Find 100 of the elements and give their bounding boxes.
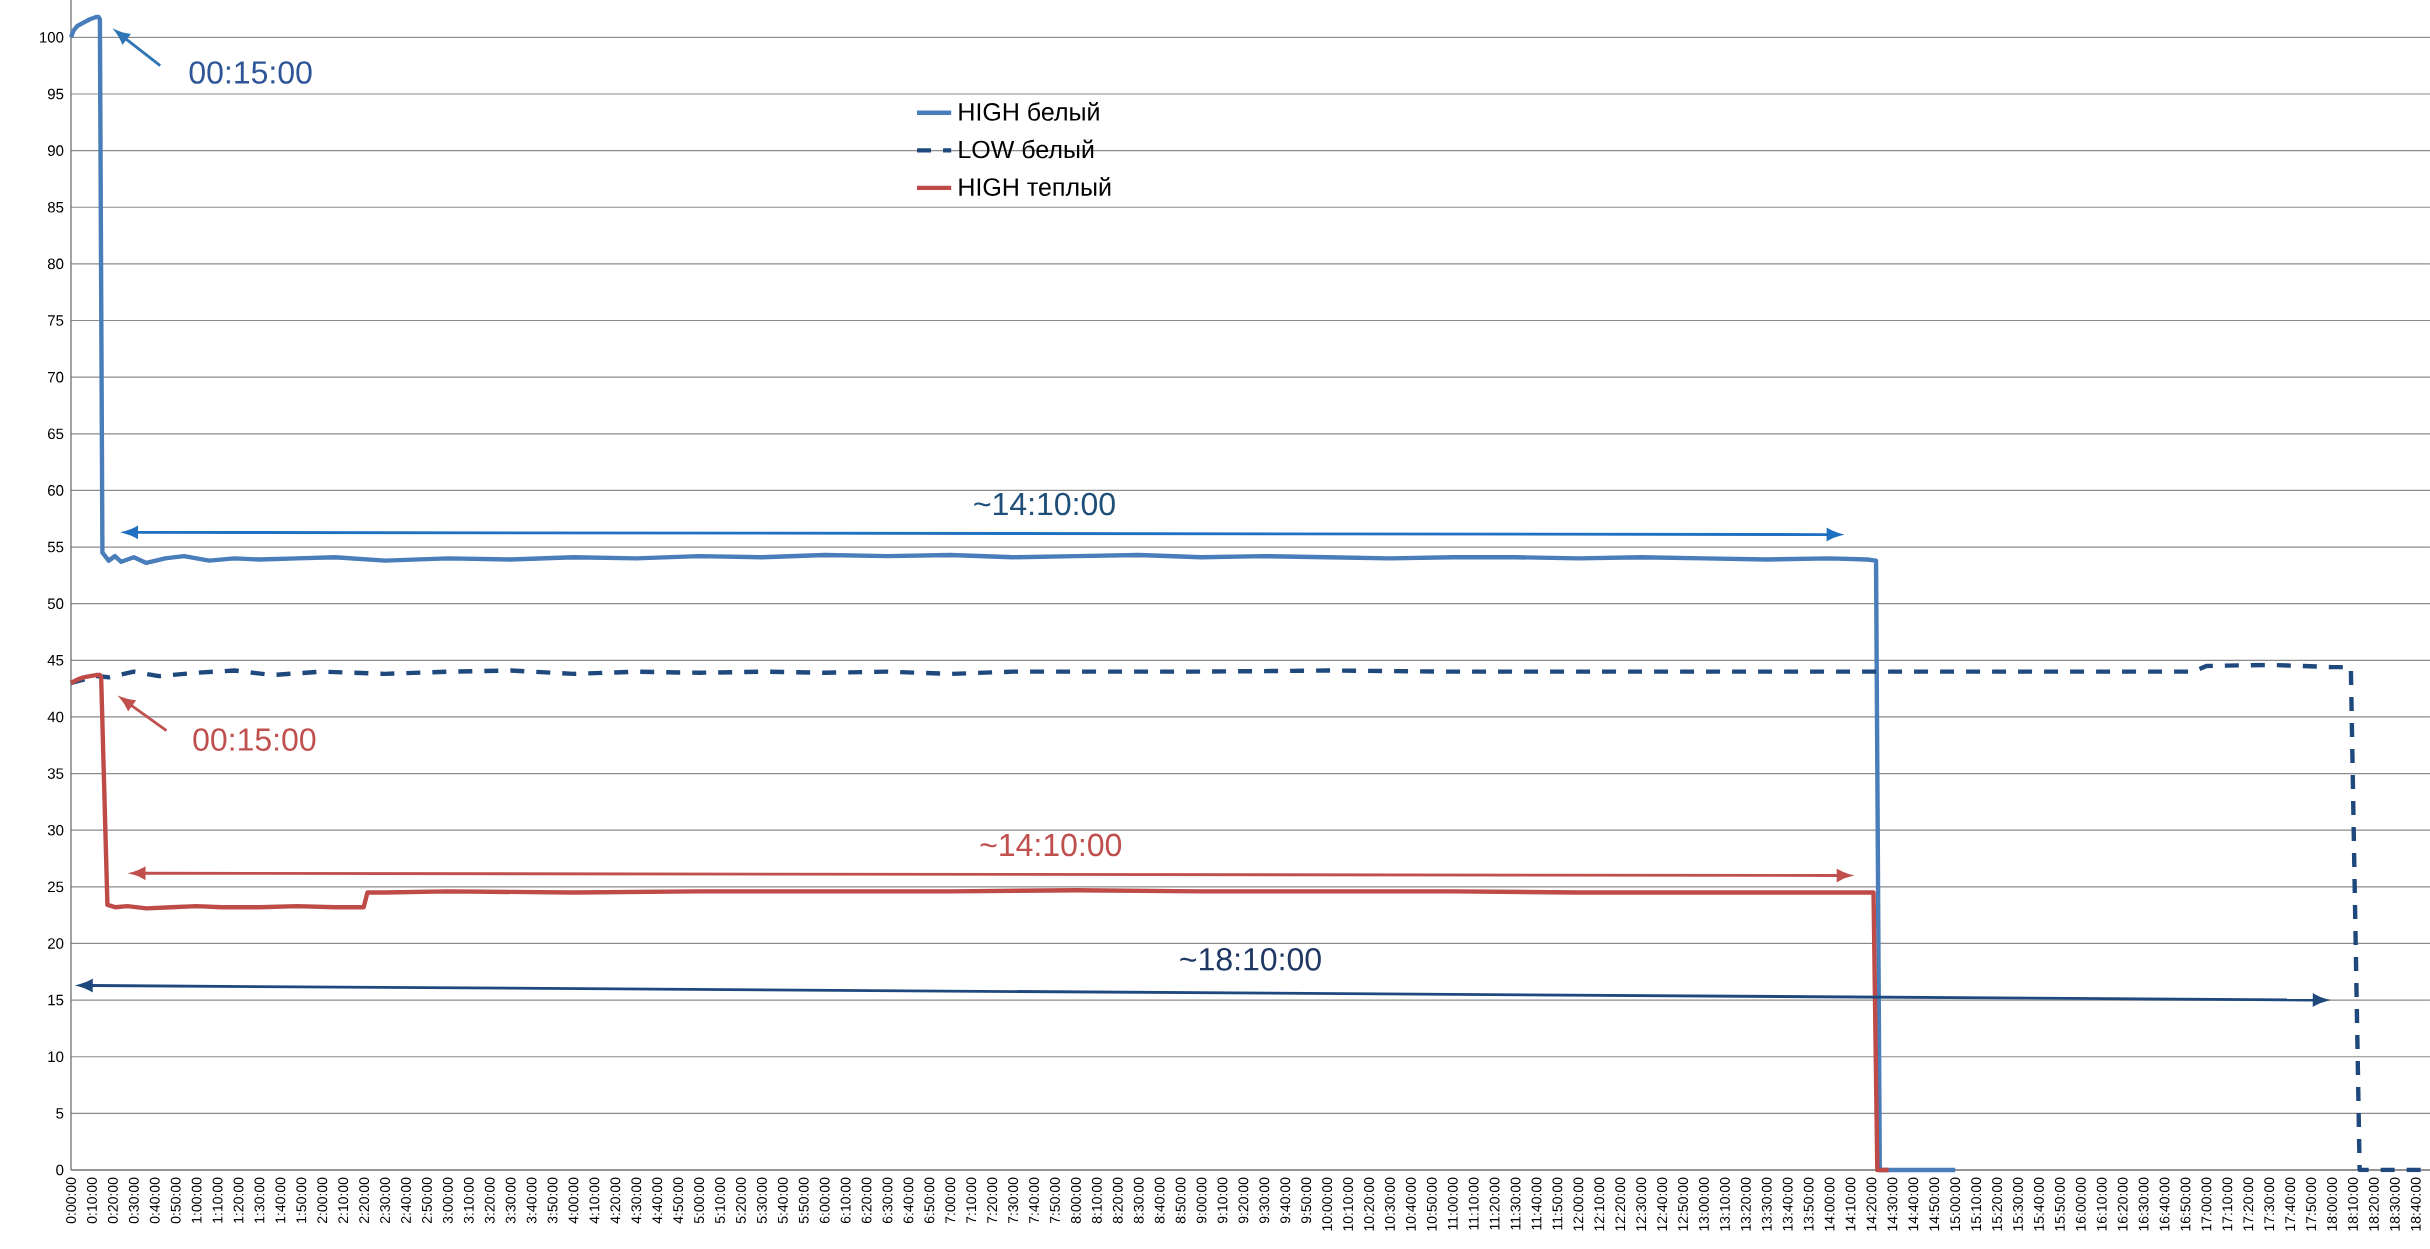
x-tick-label: 15:00:00 [1950,1177,1961,1231]
annotation: 00:15:00 [189,61,312,84]
x-tick-label: 8:30:00 [1133,1177,1144,1224]
x-tick-label: 13:50:00 [1803,1177,1814,1231]
x-tick-label: 17:00:00 [2201,1177,2212,1231]
y-tick-label: 95 [47,88,64,100]
y-tick-label: 45 [47,655,64,666]
x-tick-label: 0:30:00 [128,1177,139,1224]
x-tick-label: 5:10:00 [715,1177,725,1224]
x-tick-label: 9:40:00 [1280,1177,1291,1224]
x-tick-label: 12:20:00 [1615,1177,1626,1231]
x-tick-label: 9:10:00 [1217,1177,1228,1224]
line-series [68,14,1958,1173]
x-tick-label: 14:20:00 [1866,1177,1877,1231]
x-tick-label: 16:40:00 [2159,1177,2170,1231]
x-tick-label: 7:40:00 [1029,1177,1039,1224]
y-tick-label: 35 [47,768,64,779]
x-tick-label: 13:10:00 [1719,1177,1730,1231]
x-tick-label: 8:10:00 [1091,1177,1102,1224]
x-tick-label: 12:10:00 [1594,1177,1605,1231]
x-tick-label: 11:00:00 [1447,1177,1458,1230]
x-tick-label: 1:10:00 [212,1177,223,1223]
y-tick-label: 85 [47,201,64,213]
x-tick-label: 13:00:00 [1699,1177,1709,1231]
y-tick-label: 100 [40,32,64,43]
x-tick-label: 10:20:00 [1364,1177,1374,1231]
x-tick-label: 0:40:00 [149,1177,160,1224]
x-tick-label: 6:50:00 [924,1177,935,1224]
x-tick-label: 16:00:00 [2075,1177,2086,1231]
x-tick-label: 9:30:00 [1259,1177,1270,1224]
x-tick-label: 1:40:00 [275,1177,286,1223]
x-tick-label: 4:20:00 [610,1177,621,1224]
x-tick-label: 16:50:00 [2180,1177,2191,1231]
x-tick-label: 0:20:00 [107,1177,118,1224]
y-tick-label: 65 [48,428,64,440]
y-tick-label: 70 [48,371,64,383]
x-tick-label: 7:10:00 [966,1177,977,1224]
x-tick-label: 13:30:00 [1761,1177,1772,1231]
x-tick-label: 8:40:00 [1154,1177,1165,1224]
x-tick-label: 2:40:00 [401,1177,411,1224]
x-tick-label: 1:20:00 [233,1177,244,1223]
x-tick-label: 9:50:00 [1301,1177,1312,1224]
x-tick-label: 10:50:00 [1426,1177,1437,1231]
x-tick-label: 10:10:00 [1343,1177,1353,1231]
x-tick-label: 8:50:00 [1175,1177,1186,1224]
y-tick-label: 25 [48,881,64,893]
y-tick-label: 60 [48,485,64,496]
annotation: ~14:10:00 [974,492,1115,516]
x-tick-label: 4:50:00 [673,1177,684,1224]
x-tick-label: 3:10:00 [463,1177,474,1224]
legend-label: LOW белый [959,139,1094,159]
x-tick-label: 15:20:00 [1992,1177,2002,1231]
y-tick-label: 55 [47,541,64,553]
x-tick-label: 2:50:00 [421,1177,432,1224]
x-tick-label: 7:30:00 [1008,1177,1019,1224]
x-tick-label: 18:00:00 [2327,1177,2337,1231]
x-tick-label: 12:30:00 [1636,1177,1647,1231]
x-tick-label: 5:40:00 [777,1177,788,1224]
x-tick-label: 11:40:00 [1531,1177,1542,1230]
x-tick-label: 7:20:00 [987,1177,998,1224]
x-tick-label: 10:30:00 [1384,1177,1395,1231]
x-tick-label: 1:50:00 [296,1177,307,1223]
x-tick-label: 5:00:00 [694,1177,705,1224]
x-tick-label: 7:00:00 [945,1177,956,1224]
x-tick-label: 15:50:00 [2054,1177,2065,1231]
x-tick-label: 5:30:00 [756,1177,767,1224]
x-tick-label: 4:10:00 [589,1177,600,1224]
x-tick-label: 4:40:00 [652,1177,663,1224]
x-tick-label: 16:10:00 [2096,1177,2107,1231]
x-tick-label: 18:40:00 [2410,1177,2421,1231]
x-tick-label: 3:00:00 [442,1177,453,1224]
x-tick-label: 11:20:00 [1489,1177,1500,1230]
x-tick-label: 17:40:00 [2285,1177,2296,1231]
x-tick-label: 12:50:00 [1678,1177,1688,1231]
legend-label: HIGH белый [959,101,1099,121]
annotation: 00:15:00 [193,728,316,751]
y-tick-label: 20 [48,938,64,949]
x-tick-label: 6:10:00 [840,1177,851,1224]
x-tick-label: 11:50:00 [1552,1177,1563,1230]
x-tick-label: 14:50:00 [1929,1177,1940,1231]
annotation: ~14:10:00 [980,833,1122,857]
x-tick-label: 0:50:00 [170,1177,181,1224]
x-tick-label: 0:00:00 [66,1177,76,1224]
x-tick-label: 4:00:00 [568,1177,579,1224]
x-tick-label: 15:10:00 [1971,1177,1982,1231]
x-tick-label: 2:10:00 [338,1177,349,1224]
x-tick-label: 14:30:00 [1887,1177,1898,1231]
x-tick-label: 9:20:00 [1238,1177,1249,1224]
y-tick-label: 50 [47,598,64,610]
y-tick-label: 5 [56,1108,64,1119]
x-tick-label: 4:30:00 [631,1177,642,1224]
x-tick-label: 3:40:00 [526,1177,537,1224]
x-tick-label: 17:30:00 [2264,1177,2275,1231]
y-tick-label: 0 [56,1164,64,1176]
x-tick-label: 5:50:00 [798,1177,809,1224]
x-tick-label: 13:20:00 [1740,1177,1751,1231]
y-tick-label: 80 [47,258,64,270]
x-tick-label: 6:40:00 [903,1177,914,1224]
y-tick-label: 90 [47,145,64,156]
y-tick-label: 15 [48,994,64,1006]
